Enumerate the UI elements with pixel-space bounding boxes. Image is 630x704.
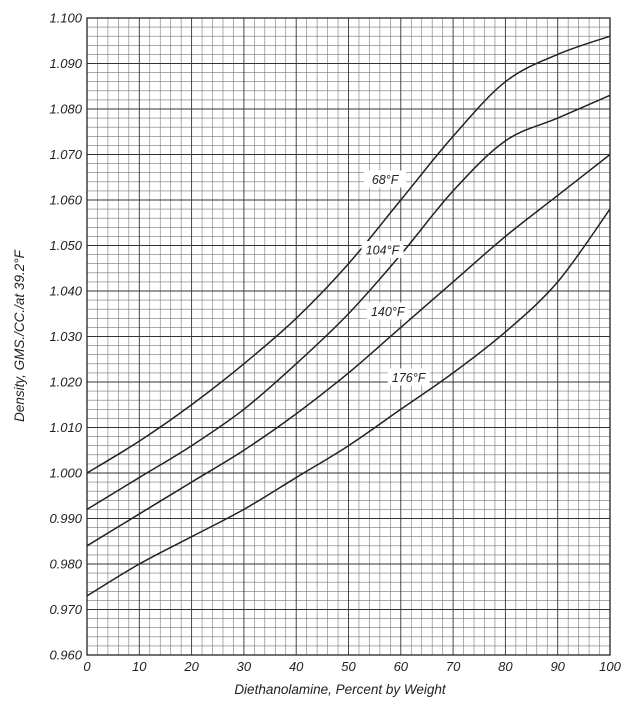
curve-label: 140°F [371,305,406,319]
y-tick-label: 1.070 [49,147,82,162]
curve-labels: 68°F 104°F 140°F 176°F [361,170,430,386]
x-tick-label: 90 [550,659,565,674]
x-tick-label: 80 [498,659,513,674]
curve-label-background [366,302,409,320]
series-line [86,153,611,547]
x-tick-labels: 0 10 20 30 40 50 60 70 80 90 100 [83,659,621,674]
curve-label-background [364,170,407,188]
y-tick-label: 1.090 [49,56,82,71]
x-tick-label: 100 [599,659,621,674]
y-tick-label: 0.960 [49,648,82,663]
curve-label: 104°F [366,244,401,258]
x-tick-label: 30 [237,659,252,674]
y-tick-label: 1.060 [49,193,82,208]
x-tick-label: 50 [341,659,356,674]
x-tick-label: 40 [289,659,304,674]
x-tick-label: 60 [394,659,409,674]
x-tick-label: 70 [446,659,461,674]
x-tick-label: 0 [83,659,91,674]
curve-label-background [387,368,430,386]
series-line [86,35,611,474]
x-tick-label: 10 [132,659,147,674]
x-axis-title: Diethanolamine, Percent by Weight [234,682,447,697]
y-tick-label: 0.990 [49,511,82,526]
x-tick-label: 20 [183,659,199,674]
series-line [86,208,611,597]
series-curves [86,35,611,597]
curve-label-background [361,241,404,259]
y-tick-label: 0.970 [49,602,82,617]
y-tick-label: 1.030 [49,329,82,344]
y-tick-label: 1.100 [49,11,82,26]
series-line [86,94,611,511]
y-tick-labels: 0.960 0.970 0.980 0.990 1.000 1.010 1.020 1.030… [49,11,82,663]
y-tick-label: 1.000 [49,466,82,481]
y-tick-label: 1.020 [49,375,82,390]
y-tick-label: 1.080 [49,102,82,117]
y-tick-label: 1.010 [49,420,82,435]
y-axis-title: Density, GMS./CC./at 39.2°F [12,249,27,421]
y-tick-label: 1.050 [49,238,82,253]
y-tick-label: 1.040 [49,284,82,299]
plot-frame [86,17,611,656]
curve-label: 176°F [392,371,427,385]
y-tick-label: 0.980 [49,557,82,572]
curve-label: 68°F [372,173,400,187]
